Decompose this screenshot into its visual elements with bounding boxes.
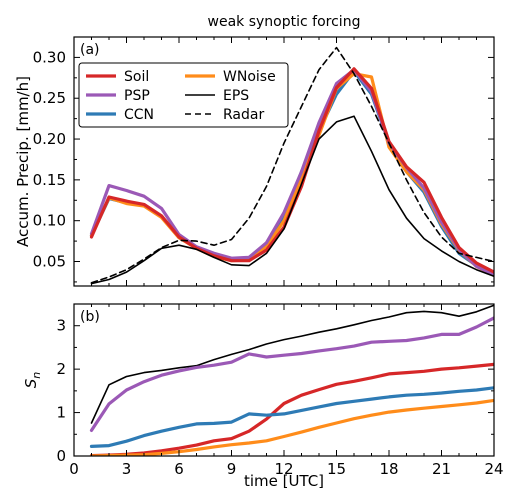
y-tick-label: 1 [56,404,66,422]
y-tick-label: 0.15 [33,171,66,189]
x-tick-label: 15 [327,460,346,478]
x-axis-label: time [UTC] [244,472,324,490]
chart-title: weak synoptic forcing [208,14,361,30]
x-tick-label: 18 [379,460,398,478]
y-tick-label: 0 [56,447,66,465]
x-tick-label: 24 [484,460,503,478]
series-line-eps [90,304,494,424]
series-line-psp [89,68,494,277]
x-tick-label: 3 [122,460,132,478]
series-line-psp [89,316,494,432]
y-tick-label: 0.25 [33,89,66,107]
x-tick-label: 9 [227,460,237,478]
y-tick-label: 0.05 [33,253,66,271]
y-tick-label: 0.30 [33,48,66,66]
y-tick-label: 0.10 [33,212,66,230]
panel-label: (b) [80,309,100,325]
y-axis-label: Sn [22,372,43,389]
series-line-ccn [89,386,494,448]
legend: Soil PSP CCN WNoise EPS Radar [78,62,289,128]
legend-label-radar: Radar [223,107,264,123]
legend-label-psp: PSP [124,88,150,104]
y-axis-label: Accum. Precip. [mm/h] [14,76,32,247]
panel-label: (a) [80,42,100,58]
series-line-soil [89,362,494,456]
legend-label-wnoise: WNoise [223,69,276,85]
panel-a: 0.05 0.10 0.15 0.20 0.25 0.30 (a) Accum. Precip… [14,36,495,287]
series-group [89,304,494,456]
x-tick-label: 21 [432,460,451,478]
legend-box [78,62,289,128]
series-line-wnoise [89,398,494,456]
y-tick-label: 0.20 [33,130,66,148]
y-tick-label: 3 [56,317,66,335]
y-tick-label: 2 [56,360,66,378]
x-tick-label: 12 [274,460,293,478]
legend-label-ccn: CCN [124,107,154,123]
legend-label-eps: EPS [223,88,249,104]
x-tick-label: 6 [174,460,184,478]
plot-frame [73,303,495,457]
series-line-radar [90,46,494,284]
legend-label-soil: Soil [124,69,149,85]
series-group [89,46,494,285]
x-tick-label: 0 [69,460,79,478]
